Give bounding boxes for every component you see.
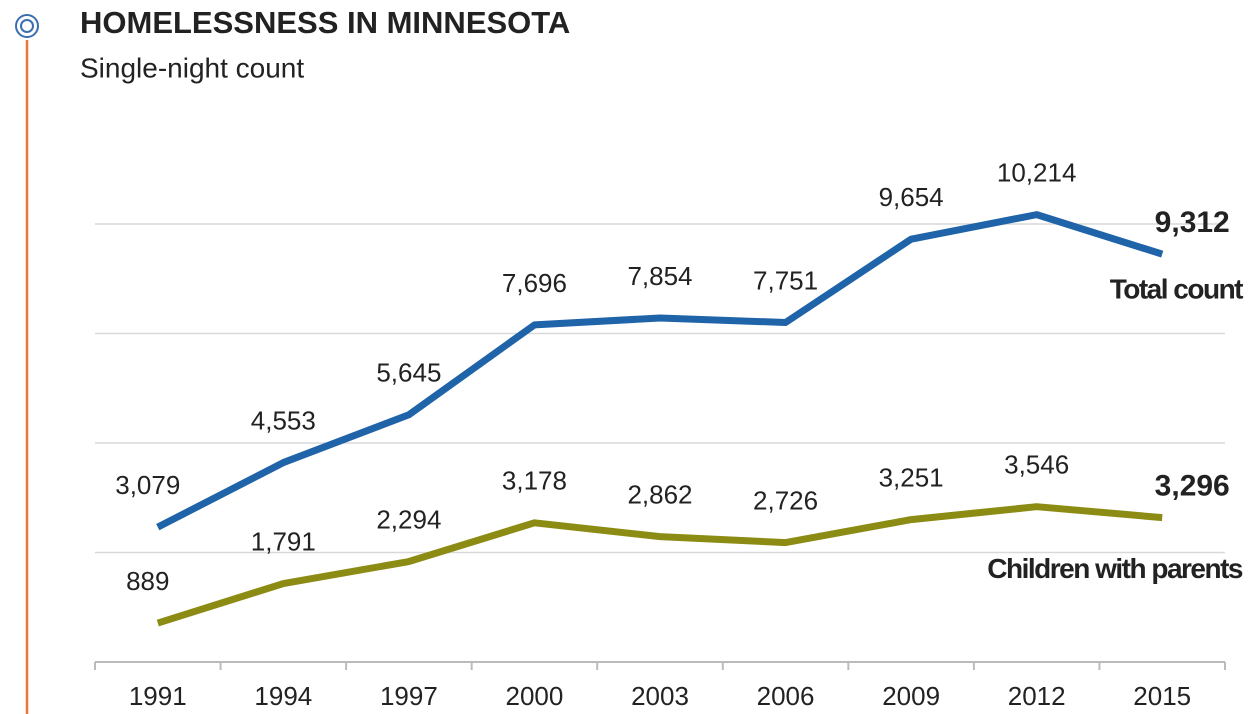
value-label: 4,553 [251, 405, 316, 435]
value-label: 3,546 [1004, 450, 1069, 480]
value-label: 3,296 [1155, 470, 1230, 503]
value-label: 3,178 [502, 466, 567, 496]
series-label: Total count [1110, 274, 1243, 305]
value-label: 2,294 [376, 504, 441, 534]
x-tick-label: 2006 [757, 681, 815, 711]
series-line [156, 503, 1163, 627]
series-label: Children with parents [987, 553, 1243, 584]
value-label: 5,645 [376, 358, 441, 388]
chart-subtitle: Single-night count [80, 52, 304, 83]
series-line [156, 211, 1164, 531]
value-label: 3,079 [115, 470, 180, 500]
value-label: 10,214 [997, 158, 1077, 188]
x-tick-label: 2015 [1133, 681, 1191, 711]
x-tick-label: 2003 [631, 681, 689, 711]
icon-dot [20, 19, 34, 33]
x-tick-label: 2000 [506, 681, 564, 711]
x-tick-label: 1997 [380, 681, 438, 711]
value-label: 9,312 [1155, 206, 1230, 239]
value-label: 7,854 [627, 261, 692, 291]
value-label: 889 [126, 566, 169, 596]
value-label: 2,862 [627, 480, 692, 510]
x-tick-label: 2009 [882, 681, 940, 711]
x-tick-label: 1991 [129, 681, 187, 711]
x-tick-label: 2012 [1008, 681, 1066, 711]
x-tick-label: 1994 [254, 681, 312, 711]
chart-title: HOMELESSNESS IN MINNESOTA [80, 5, 570, 40]
value-label: 1,791 [251, 526, 316, 556]
value-label: 7,751 [753, 265, 818, 295]
value-label: 7,696 [502, 268, 567, 298]
value-label: 9,654 [879, 182, 944, 212]
value-label: 2,726 [753, 485, 818, 515]
value-label: 3,251 [879, 462, 944, 492]
